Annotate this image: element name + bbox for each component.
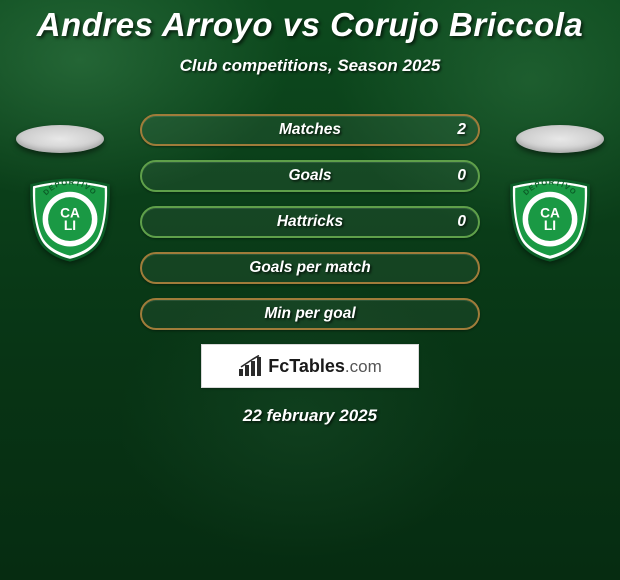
svg-text:LI: LI bbox=[544, 218, 556, 233]
club-logo-right: CA LI DEPORTIVO bbox=[504, 178, 596, 262]
player-left-placeholder bbox=[16, 125, 104, 153]
fctables-chart-icon bbox=[238, 355, 264, 377]
club-logo-left: CA LI DEPORTIVO bbox=[24, 178, 116, 262]
stat-label: Goals per match bbox=[249, 259, 370, 277]
stat-row: Goals per match bbox=[140, 252, 480, 284]
stat-row: Min per goal bbox=[140, 298, 480, 330]
brand-box[interactable]: FcTables.com bbox=[201, 344, 419, 388]
deportivo-cali-badge-icon: CA LI DEPORTIVO bbox=[24, 178, 116, 262]
brand-domain: .com bbox=[345, 357, 382, 376]
stat-row: Hattricks 0 bbox=[140, 206, 480, 238]
deportivo-cali-badge-icon: CA LI DEPORTIVO bbox=[504, 178, 596, 262]
brand-name: FcTables bbox=[268, 356, 345, 376]
stat-row: Goals 0 bbox=[140, 160, 480, 192]
brand-text: FcTables.com bbox=[268, 356, 382, 377]
comparison-card: Andres Arroyo vs Corujo Briccola Club co… bbox=[0, 0, 620, 580]
stat-label: Min per goal bbox=[264, 305, 355, 323]
stat-label: Goals bbox=[288, 167, 331, 185]
stat-value-right: 0 bbox=[457, 213, 466, 231]
subtitle: Club competitions, Season 2025 bbox=[0, 56, 620, 76]
stat-label: Hattricks bbox=[277, 213, 343, 231]
stat-row: Matches 2 bbox=[140, 114, 480, 146]
player-right-placeholder bbox=[516, 125, 604, 153]
stats-list: Matches 2 Goals 0 Hattricks 0 Goals per match M… bbox=[140, 114, 480, 330]
page-title: Andres Arroyo vs Corujo Briccola bbox=[0, 6, 620, 44]
stat-value-right: 2 bbox=[457, 121, 466, 139]
stat-label: Matches bbox=[279, 121, 341, 139]
date-line: 22 february 2025 bbox=[0, 406, 620, 426]
stat-value-right: 0 bbox=[457, 167, 466, 185]
svg-text:LI: LI bbox=[64, 218, 76, 233]
